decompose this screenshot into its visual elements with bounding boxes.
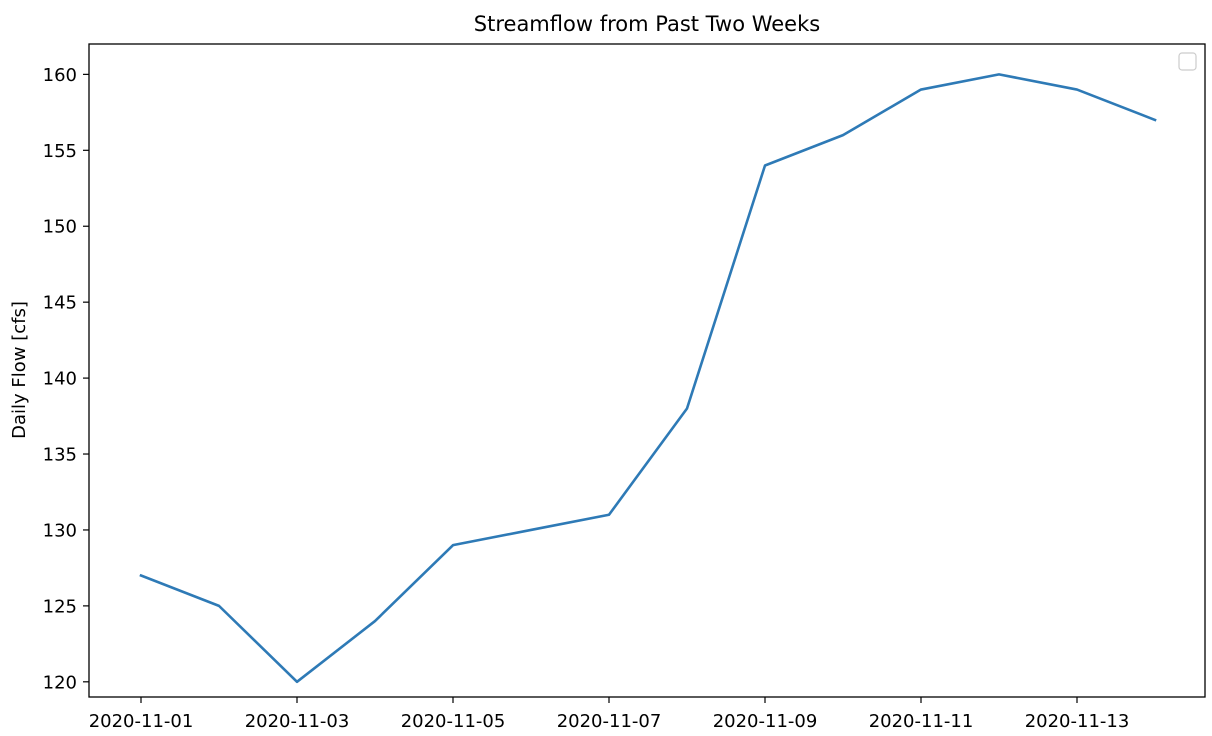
legend-box bbox=[1178, 52, 1197, 71]
x-tick-label: 2020-11-05 bbox=[401, 711, 506, 732]
y-tick-label: 160 bbox=[43, 65, 77, 86]
x-tick-label: 2020-11-07 bbox=[557, 711, 662, 732]
x-tick-label: 2020-11-01 bbox=[89, 711, 194, 732]
x-tick-label: 2020-11-09 bbox=[713, 711, 818, 732]
y-tick-label: 150 bbox=[43, 217, 77, 238]
y-tick-label: 135 bbox=[43, 445, 77, 466]
y-axis-label: Daily Flow [cfs] bbox=[9, 301, 30, 439]
x-tick-label: 2020-11-13 bbox=[1025, 711, 1130, 732]
y-tick-label: 120 bbox=[43, 672, 77, 693]
series-lines bbox=[139, 73, 1157, 684]
x-tick-label: 2020-11-03 bbox=[245, 711, 350, 732]
plot-frame bbox=[88, 43, 1206, 698]
y-tick-label: 145 bbox=[43, 293, 77, 314]
y-tick-label: 140 bbox=[43, 369, 77, 390]
x-axis-ticks: 2020-11-01 2020-11-03 2020-11-05 2020-11-07… bbox=[89, 697, 1130, 732]
x-tick-label: 2020-11-11 bbox=[869, 711, 974, 732]
series-line-1 bbox=[139, 73, 1157, 684]
y-tick-label: 130 bbox=[43, 520, 77, 541]
y-tick-label: 125 bbox=[43, 596, 77, 617]
y-tick-label: 155 bbox=[43, 141, 77, 162]
y-axis-ticks: 120 125 130 135 140 145 150 155 160 bbox=[43, 65, 89, 693]
chart-title: Streamflow from Past Two Weeks bbox=[474, 12, 820, 36]
